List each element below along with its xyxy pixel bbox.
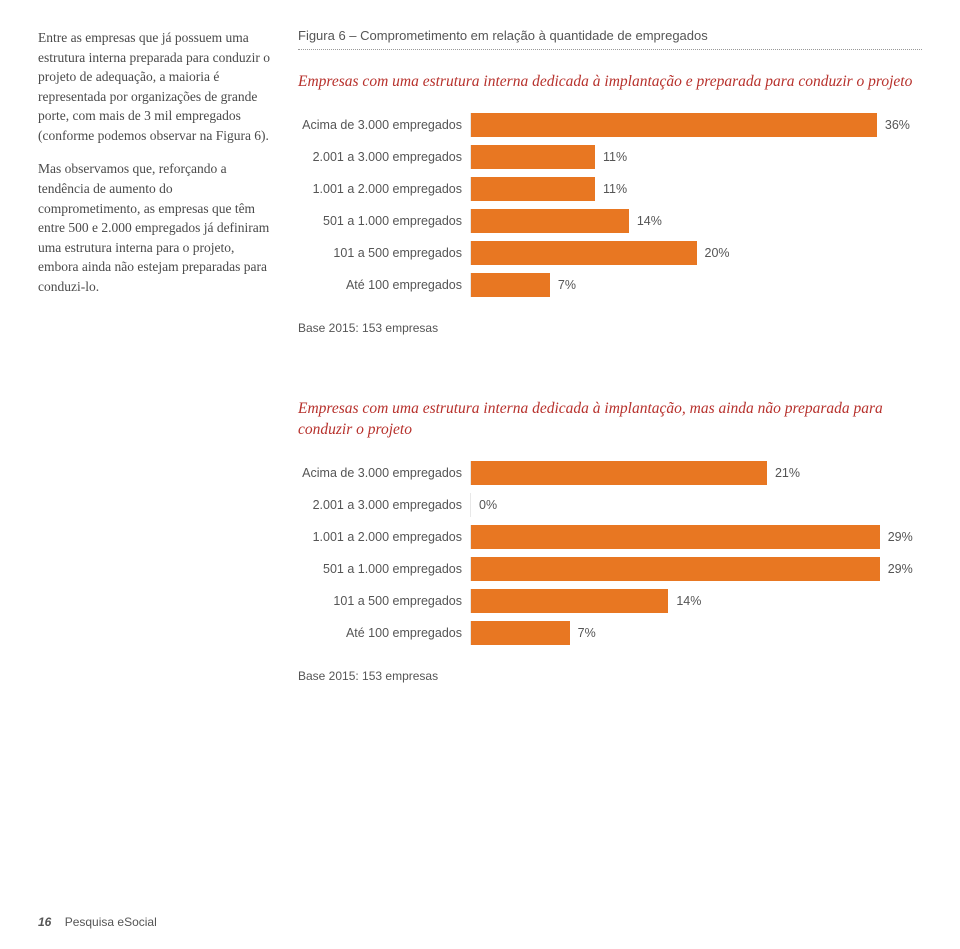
bar-track: 20%	[470, 241, 922, 265]
figure-6: Figura 6 – Comprometimento em relação à …	[298, 28, 922, 363]
chart-1-base-note: Base 2015: 153 empresas	[298, 321, 922, 335]
bar-value: 11%	[595, 150, 627, 164]
bar-track: 14%	[470, 589, 922, 613]
bar-row: 1.001 a 2.000 empregados 29%	[298, 525, 922, 549]
bar-fill	[471, 557, 880, 581]
bar-row: 2.001 a 3.000 empregados0%	[298, 493, 922, 517]
bar-label: 2.001 a 3.000 empregados	[298, 498, 470, 512]
bar-label: 2.001 a 3.000 empregados	[298, 150, 470, 164]
chart-2-heading: Empresas com uma estrutura interna dedic…	[298, 399, 922, 441]
bar-row: Acima de 3.000 empregados 36%	[298, 113, 922, 137]
chart-1: Empresas com uma estrutura interna dedic…	[298, 72, 922, 335]
bar-track: 11%	[470, 177, 922, 201]
bar-value: 11%	[595, 182, 627, 196]
bar-fill	[471, 177, 595, 201]
bar-fill	[471, 621, 570, 645]
bar-track: 36%	[470, 113, 922, 137]
bar-label: Acima de 3.000 empregados	[298, 118, 470, 132]
paragraph-1: Entre as empresas que já possuem uma est…	[38, 28, 270, 145]
bar-label: Acima de 3.000 empregados	[298, 466, 470, 480]
page-number: 16	[38, 915, 51, 929]
bar-label: 501 a 1.000 empregados	[298, 214, 470, 228]
bar-value: 29%	[880, 530, 913, 544]
bar-fill	[471, 145, 595, 169]
bar-value: 0%	[471, 498, 497, 512]
figure-divider	[298, 49, 922, 50]
body-text-column: Entre as empresas que já possuem uma est…	[38, 28, 270, 363]
bar-label: Até 100 empregados	[298, 626, 470, 640]
bar-value: 21%	[767, 466, 800, 480]
bar-track: 29%	[470, 525, 922, 549]
bar-label: 1.001 a 2.000 empregados	[298, 530, 470, 544]
figure-title: Figura 6 – Comprometimento em relação à …	[298, 28, 922, 43]
bar-label: Até 100 empregados	[298, 278, 470, 292]
bar-row: 501 a 1.000 empregados 14%	[298, 209, 922, 233]
page-footer: 16 Pesquisa eSocial	[38, 915, 157, 929]
bar-fill	[471, 241, 697, 265]
chart-1-heading: Empresas com uma estrutura interna dedic…	[298, 72, 922, 93]
bar-row: Acima de 3.000 empregados 21%	[298, 461, 922, 485]
bar-value: 7%	[570, 626, 596, 640]
bar-value: 29%	[880, 562, 913, 576]
bar-row: Até 100 empregados 7%	[298, 273, 922, 297]
bar-fill	[471, 113, 877, 137]
bar-track: 21%	[470, 461, 922, 485]
bar-label: 101 a 500 empregados	[298, 594, 470, 608]
chart-2-base-note: Base 2015: 153 empresas	[298, 669, 922, 683]
bar-track: 29%	[470, 557, 922, 581]
bar-fill	[471, 525, 880, 549]
bar-label: 501 a 1.000 empregados	[298, 562, 470, 576]
bar-value: 7%	[550, 278, 576, 292]
bar-fill	[471, 461, 767, 485]
chart-2-bars: Acima de 3.000 empregados 21% 2.001 a 3.00…	[298, 461, 922, 645]
bar-value: 14%	[668, 594, 701, 608]
bar-track: 11%	[470, 145, 922, 169]
chart-1-bars: Acima de 3.000 empregados 36% 2.001 a 3.00…	[298, 113, 922, 297]
bar-track: 0%	[470, 493, 922, 517]
bar-value: 20%	[697, 246, 730, 260]
chart-2: Empresas com uma estrutura interna dedic…	[298, 399, 922, 683]
bar-row: 1.001 a 2.000 empregados 11%	[298, 177, 922, 201]
bar-row: 101 a 500 empregados 20%	[298, 241, 922, 265]
bar-track: 14%	[470, 209, 922, 233]
bar-row: 101 a 500 empregados 14%	[298, 589, 922, 613]
doc-title: Pesquisa eSocial	[65, 915, 157, 929]
bar-fill	[471, 209, 629, 233]
bar-row: 2.001 a 3.000 empregados 11%	[298, 145, 922, 169]
bar-row: 501 a 1.000 empregados 29%	[298, 557, 922, 581]
bar-value: 36%	[877, 118, 910, 132]
bar-row: Até 100 empregados 7%	[298, 621, 922, 645]
bar-track: 7%	[470, 621, 922, 645]
bar-fill	[471, 273, 550, 297]
bar-fill	[471, 589, 668, 613]
bar-value: 14%	[629, 214, 662, 228]
bar-label: 1.001 a 2.000 empregados	[298, 182, 470, 196]
bar-track: 7%	[470, 273, 922, 297]
bar-label: 101 a 500 empregados	[298, 246, 470, 260]
paragraph-2: Mas observamos que, reforçando a tendênc…	[38, 159, 270, 296]
